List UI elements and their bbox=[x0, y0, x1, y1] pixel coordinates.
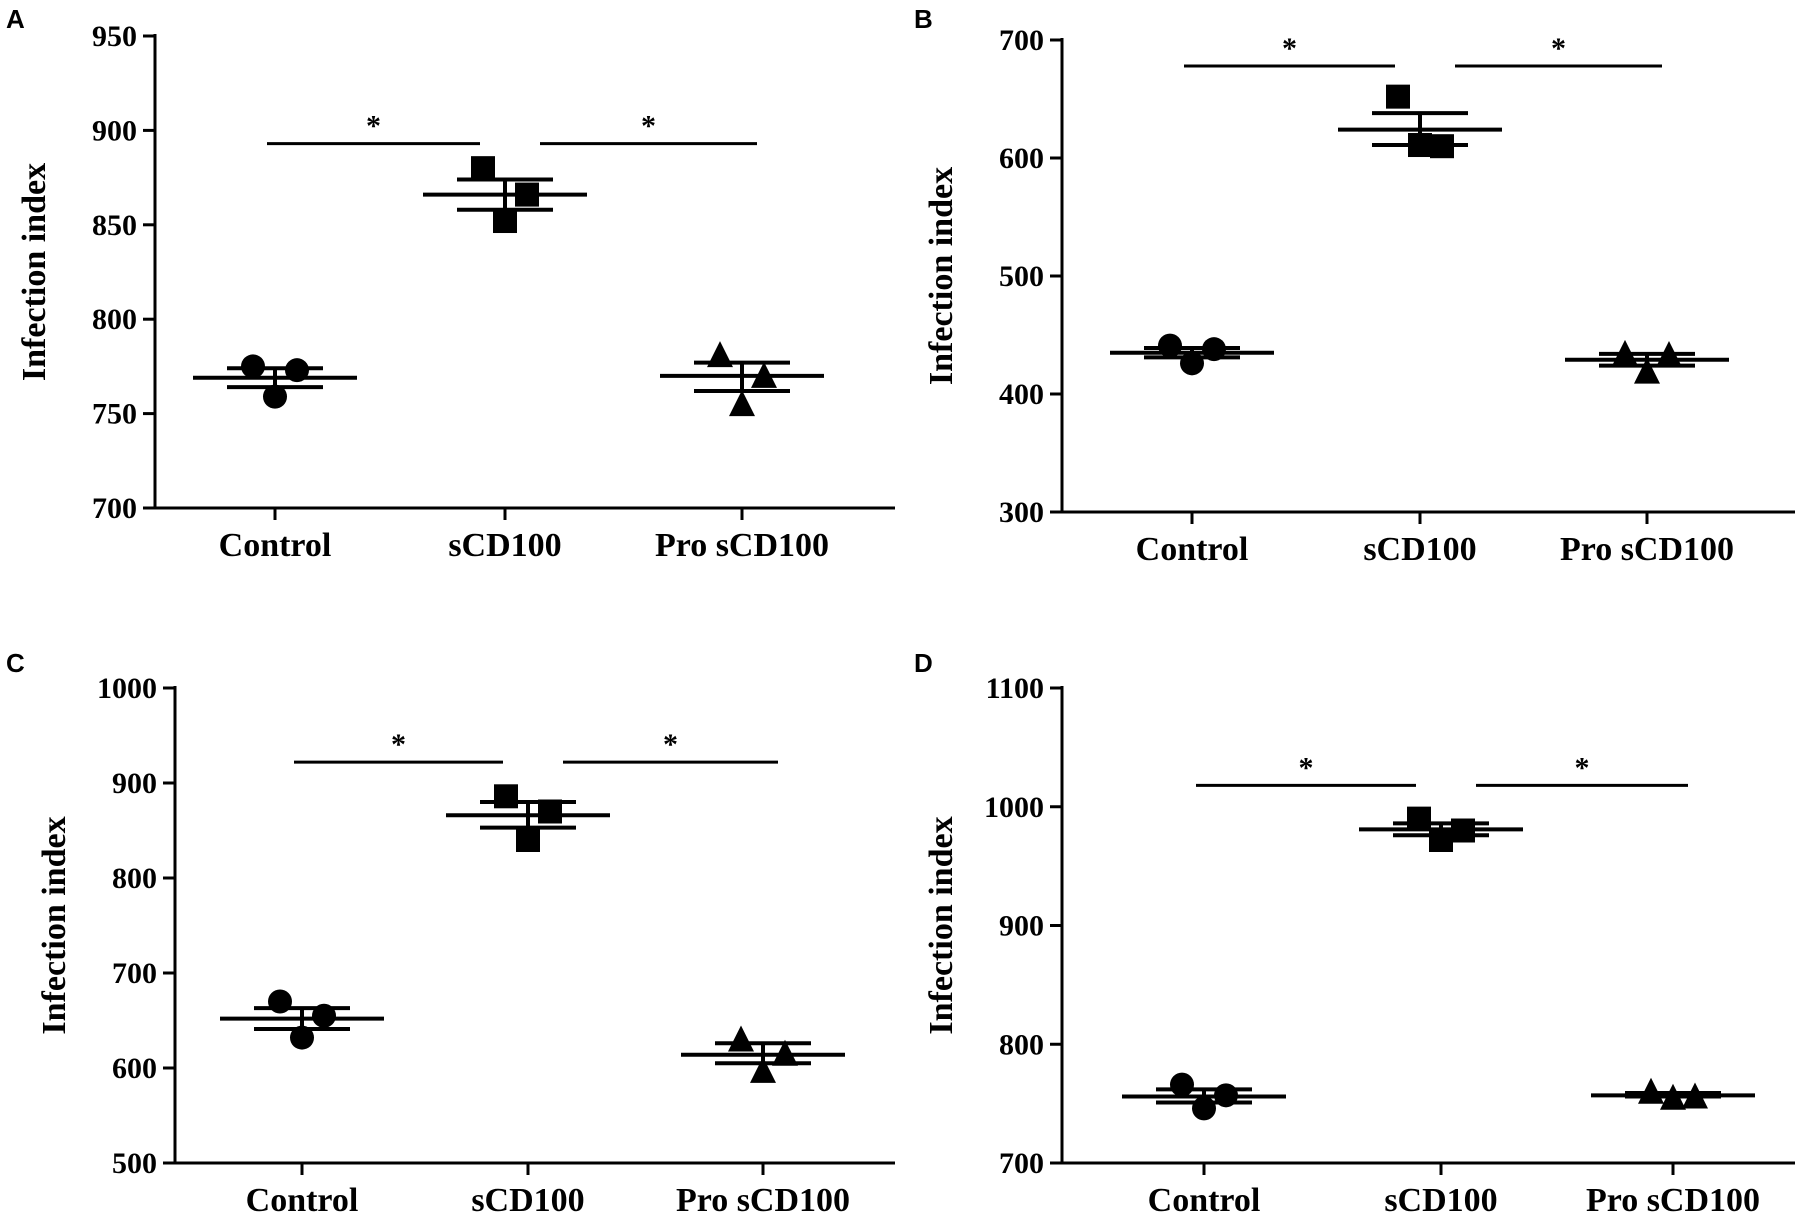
y-axis-title: Infection index bbox=[923, 167, 960, 385]
significance-star: * bbox=[663, 728, 678, 761]
data-point-square bbox=[516, 828, 540, 852]
x-category-label: Control bbox=[1136, 531, 1249, 568]
panel-letter: A bbox=[6, 4, 25, 34]
y-tick-label: 1000 bbox=[984, 791, 1044, 824]
data-point-triangle bbox=[728, 1025, 754, 1052]
significance-star: * bbox=[1575, 751, 1590, 784]
significance-star: * bbox=[391, 728, 406, 761]
x-category-label: Control bbox=[246, 1182, 359, 1212]
y-tick-label: 700 bbox=[999, 1147, 1044, 1180]
y-tick-label: 500 bbox=[999, 260, 1044, 293]
panel-letter: C bbox=[6, 648, 25, 678]
data-point-square bbox=[493, 209, 517, 234]
significance-star: * bbox=[1299, 751, 1314, 784]
significance-star: * bbox=[641, 110, 656, 143]
x-category-label: Pro sCD100 bbox=[1560, 531, 1734, 568]
y-tick-label: 700 bbox=[112, 957, 157, 990]
y-tick-label: 400 bbox=[999, 378, 1044, 411]
data-point-circle bbox=[1170, 1072, 1194, 1097]
panel-d: D 700 800 900 1000 1100 Control sCD100 Pro sCD1… bbox=[914, 648, 1795, 1212]
data-point-triangle bbox=[1634, 357, 1660, 384]
panel-a: A 700 750 800 850 900 950 Control sCD100 Pro sCD… bbox=[6, 4, 895, 564]
significance-star: * bbox=[1551, 32, 1566, 65]
panel-letter: D bbox=[914, 648, 933, 678]
x-category-label: sCD100 bbox=[448, 527, 561, 564]
y-tick-label: 600 bbox=[112, 1052, 157, 1085]
significance-star: * bbox=[1282, 32, 1297, 65]
y-tick-label: 1100 bbox=[986, 672, 1044, 705]
data-point-circle bbox=[263, 384, 287, 409]
y-tick-label: 1000 bbox=[97, 672, 157, 705]
x-category-label: sCD100 bbox=[471, 1182, 584, 1212]
y-tick-label: 800 bbox=[112, 862, 157, 895]
data-point-triangle bbox=[750, 1056, 776, 1083]
panel-b: B 300 400 500 600 700 Control sCD100 Pro sCD100… bbox=[914, 4, 1795, 568]
y-tick-label: 900 bbox=[999, 910, 1044, 943]
y-axis-title: Infection index bbox=[923, 816, 960, 1034]
x-category-label: sCD100 bbox=[1363, 531, 1476, 568]
data-point-circle bbox=[290, 1025, 314, 1050]
y-tick-label: 300 bbox=[999, 496, 1044, 529]
x-category-label: Pro sCD100 bbox=[655, 527, 829, 564]
y-tick-label: 800 bbox=[999, 1028, 1044, 1061]
x-category-label: Pro sCD100 bbox=[676, 1182, 850, 1212]
data-point-square bbox=[494, 784, 518, 809]
data-point-triangle bbox=[707, 341, 733, 368]
y-axis-title: Infection index bbox=[36, 816, 73, 1034]
y-tick-label: 750 bbox=[92, 398, 137, 431]
y-tick-label: 900 bbox=[92, 114, 137, 147]
y-tick-label: 700 bbox=[92, 492, 137, 525]
y-tick-label: 600 bbox=[999, 142, 1044, 175]
x-category-label: sCD100 bbox=[1384, 1182, 1497, 1212]
y-tick-label: 950 bbox=[92, 20, 137, 53]
x-category-label: Control bbox=[219, 527, 332, 564]
data-point-triangle bbox=[1638, 1077, 1664, 1104]
data-point-square bbox=[1386, 84, 1410, 109]
y-tick-label: 900 bbox=[112, 767, 157, 800]
y-axis-title: Infection index bbox=[16, 163, 53, 381]
y-tick-label: 800 bbox=[92, 303, 137, 336]
x-category-label: Pro sCD100 bbox=[1586, 1182, 1760, 1212]
data-point-square bbox=[471, 156, 495, 181]
y-tick-label: 850 bbox=[92, 209, 137, 242]
x-category-label: Control bbox=[1148, 1182, 1261, 1212]
significance-star: * bbox=[366, 110, 381, 143]
panel-letter: B bbox=[914, 4, 933, 34]
data-point-triangle bbox=[729, 390, 755, 417]
y-tick-label: 700 bbox=[999, 24, 1044, 57]
panel-c: C 500 600 700 800 900 1000 Control sCD100 Pro sC… bbox=[6, 648, 895, 1212]
y-tick-label: 500 bbox=[112, 1147, 157, 1180]
data-point-square bbox=[1407, 806, 1431, 831]
